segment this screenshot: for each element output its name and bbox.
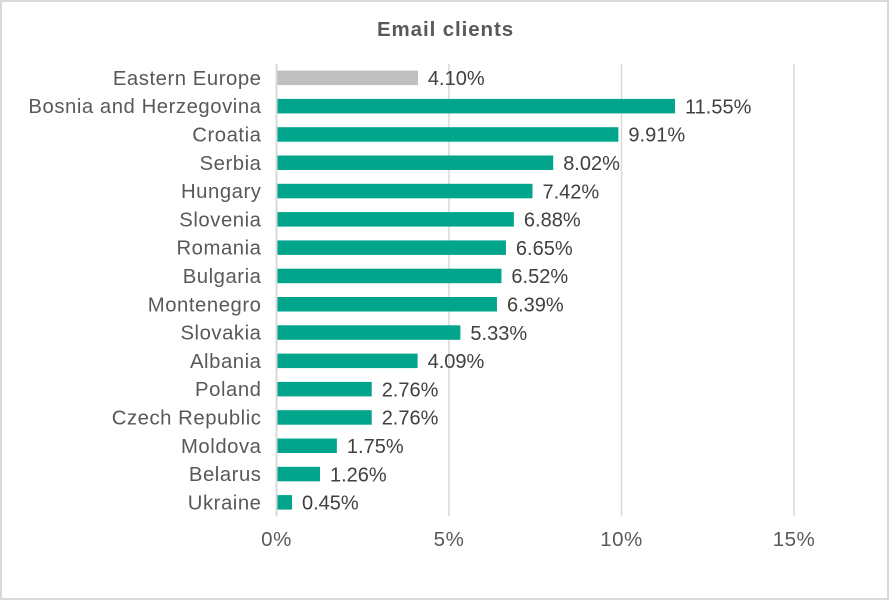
svg-text:Moldova: Moldova <box>181 436 262 458</box>
svg-text:Montenegro: Montenegro <box>148 294 262 316</box>
svg-text:Eastern Europe: Eastern Europe <box>113 68 262 90</box>
svg-text:Croatia: Croatia <box>192 124 261 146</box>
svg-text:0.45%: 0.45% <box>302 493 359 515</box>
svg-text:Albania: Albania <box>190 351 262 373</box>
svg-text:4.10%: 4.10% <box>428 68 485 90</box>
svg-text:6.39%: 6.39% <box>507 294 564 316</box>
svg-text:9.91%: 9.91% <box>628 125 685 147</box>
svg-text:8.02%: 8.02% <box>563 153 620 175</box>
svg-text:10%: 10% <box>600 528 643 551</box>
svg-text:2.76%: 2.76% <box>382 408 439 430</box>
svg-text:2.76%: 2.76% <box>382 379 439 401</box>
svg-text:Email clients: Email clients <box>377 18 514 41</box>
svg-text:7.42%: 7.42% <box>543 181 600 203</box>
svg-text:5.33%: 5.33% <box>470 323 527 345</box>
svg-text:Czech Republic: Czech Republic <box>112 407 262 429</box>
svg-text:1.75%: 1.75% <box>347 436 404 458</box>
svg-text:Ukraine: Ukraine <box>188 492 262 514</box>
svg-text:1.26%: 1.26% <box>330 464 387 486</box>
svg-text:6.52%: 6.52% <box>511 266 568 288</box>
svg-text:Slovakia: Slovakia <box>180 323 261 345</box>
svg-text:Slovenia: Slovenia <box>179 209 261 231</box>
svg-text:Bulgaria: Bulgaria <box>183 266 262 288</box>
svg-text:Romania: Romania <box>176 238 261 260</box>
svg-text:Poland: Poland <box>195 379 261 401</box>
svg-text:6.88%: 6.88% <box>524 210 581 232</box>
svg-text:15%: 15% <box>773 528 816 551</box>
svg-text:Belarus: Belarus <box>189 464 262 486</box>
svg-text:6.65%: 6.65% <box>516 238 573 260</box>
svg-text:Hungary: Hungary <box>181 181 262 203</box>
svg-text:11.55%: 11.55% <box>685 96 752 118</box>
svg-text:Serbia: Serbia <box>200 153 262 175</box>
svg-text:4.09%: 4.09% <box>428 351 485 373</box>
svg-text:5%: 5% <box>434 528 465 551</box>
svg-text:0%: 0% <box>261 528 292 551</box>
svg-text:Bosnia and Herzegovina: Bosnia and Herzegovina <box>28 96 261 118</box>
